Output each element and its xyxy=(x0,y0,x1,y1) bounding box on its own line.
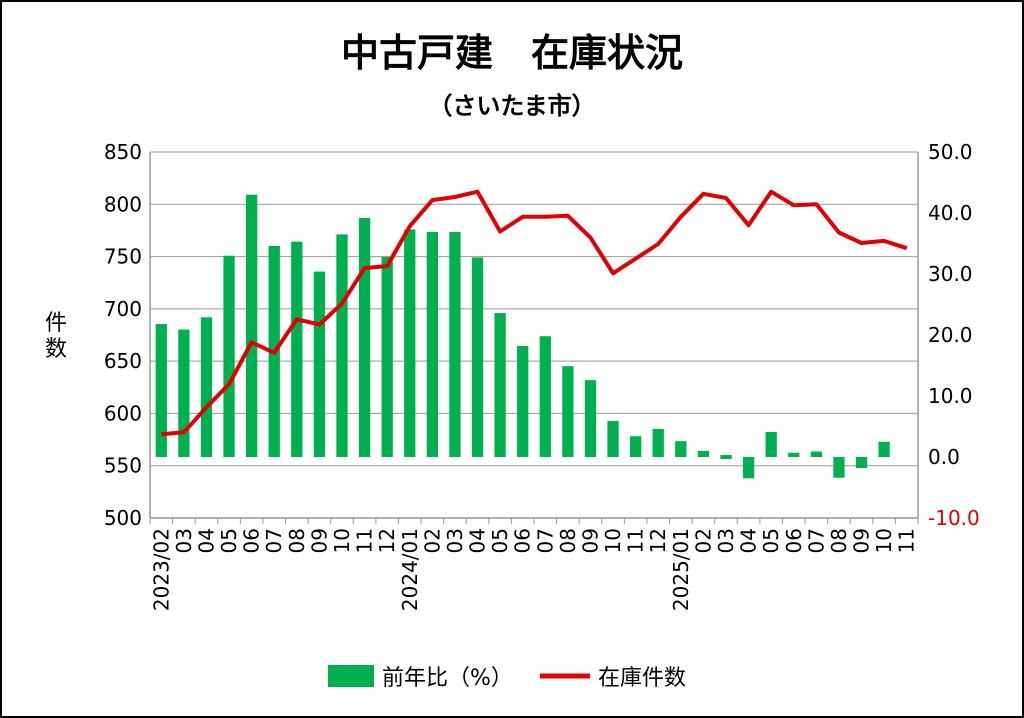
bar xyxy=(381,256,393,457)
x-tick-label: 2025/01 xyxy=(669,528,693,611)
chart-title: 中古戸建 在庫状況 xyxy=(341,31,683,75)
left-tick-label: 550 xyxy=(104,454,142,478)
x-tick-label: 09 xyxy=(578,528,602,553)
x-tick-label: 10 xyxy=(872,528,896,553)
legend: 前年比（%） 在庫件数 xyxy=(328,665,686,691)
right-tick-label: 40.0 xyxy=(928,201,973,225)
bar xyxy=(878,441,890,457)
bar xyxy=(313,271,326,457)
bar xyxy=(630,436,642,457)
bar xyxy=(358,217,371,457)
right-tick-label: 10.0 xyxy=(928,384,973,408)
bar xyxy=(517,345,529,457)
bar xyxy=(155,324,167,457)
x-tick-label: 10 xyxy=(601,528,625,553)
right-axis-ticks: -10.0 0.0 10.0 20.0 30.0 40.0 50.0 xyxy=(928,140,980,530)
bar xyxy=(765,431,777,457)
x-tick-label: 07 xyxy=(533,528,557,553)
x-tick-label: 2023/02 xyxy=(149,528,173,611)
left-tick-label: 650 xyxy=(104,349,142,373)
x-tick-label: 08 xyxy=(827,528,851,553)
bar xyxy=(426,231,438,457)
bar xyxy=(742,457,755,479)
bar xyxy=(404,229,416,457)
bar xyxy=(720,455,732,459)
x-tick-label: 03 xyxy=(443,528,467,553)
x-tick-label: 07 xyxy=(262,528,286,553)
x-tick-label: 09 xyxy=(307,528,331,553)
x-axis-ticks: 2023/02030405060708091011122024/01020304… xyxy=(149,528,918,611)
bar xyxy=(652,428,664,457)
legend-bar-label: 前年比（%） xyxy=(382,666,513,691)
bar xyxy=(539,336,551,457)
bar xyxy=(788,452,800,457)
line-series xyxy=(161,189,908,437)
x-tick-label: 04 xyxy=(466,528,490,553)
bar xyxy=(584,380,597,457)
bar xyxy=(246,194,258,457)
x-tick-label: 05 xyxy=(759,528,783,553)
x-tick-label: 03 xyxy=(714,528,738,553)
bar xyxy=(336,234,348,457)
x-tick-label: 2024/01 xyxy=(398,528,422,611)
bar xyxy=(223,255,235,457)
left-tick-label: 700 xyxy=(104,297,142,321)
bar xyxy=(471,257,484,457)
x-tick-label: 02 xyxy=(420,528,444,553)
x-tick-label: 06 xyxy=(782,528,806,553)
bar xyxy=(855,457,868,468)
y-axis-label: 件数 xyxy=(45,311,67,362)
x-tick-label: 03 xyxy=(172,528,196,553)
x-tick-label: 05 xyxy=(217,528,241,553)
bar xyxy=(291,241,303,457)
x-tick-label: 10 xyxy=(330,528,354,553)
right-tick-label: -10.0 xyxy=(928,506,980,530)
bar xyxy=(562,366,574,457)
legend-line-label: 在庫件数 xyxy=(598,666,686,691)
bar xyxy=(178,329,190,457)
x-tick-label: 11 xyxy=(895,528,919,553)
left-tick-label: 600 xyxy=(104,401,142,425)
x-tick-label: 05 xyxy=(488,528,512,553)
left-tick-label: 850 xyxy=(104,140,142,164)
bar xyxy=(697,450,710,457)
right-tick-label: 20.0 xyxy=(928,323,973,347)
x-tick-label: 11 xyxy=(624,528,648,553)
x-tick-label: 08 xyxy=(285,528,309,553)
inventory-line xyxy=(161,189,908,437)
bar xyxy=(607,421,619,457)
left-axis-ticks: 500 550 600 650 700 750 800 850 xyxy=(104,140,142,530)
x-tick-label: 02 xyxy=(691,528,715,553)
bar xyxy=(449,231,461,457)
right-tick-label: 30.0 xyxy=(928,262,973,286)
bar xyxy=(810,451,822,457)
x-tick-label: 12 xyxy=(646,528,670,553)
x-tick-label: 11 xyxy=(353,528,377,553)
bar xyxy=(675,441,687,457)
x-tick-label: 07 xyxy=(804,528,828,553)
x-tick-label: 08 xyxy=(556,528,580,553)
y-label-char: 数 xyxy=(45,337,67,362)
axes xyxy=(149,152,919,524)
x-tick-label: 04 xyxy=(737,528,761,553)
right-tick-label: 50.0 xyxy=(928,140,973,164)
x-tick-label: 09 xyxy=(850,528,874,553)
legend-bar-swatch xyxy=(328,665,374,687)
x-tick-label: 04 xyxy=(194,528,218,553)
bar-series xyxy=(155,194,890,479)
left-tick-label: 500 xyxy=(104,506,142,530)
bar xyxy=(833,457,845,478)
x-tick-label: 06 xyxy=(240,528,264,553)
left-tick-label: 800 xyxy=(104,192,142,216)
left-tick-label: 750 xyxy=(104,245,142,269)
x-tick-label: 06 xyxy=(511,528,535,553)
x-tick-label: 12 xyxy=(375,528,399,553)
bar xyxy=(200,317,213,457)
right-tick-label: 0.0 xyxy=(928,445,960,469)
chart-subtitle: （さいたま市） xyxy=(428,92,595,120)
y-label-char: 件 xyxy=(45,311,67,336)
bar xyxy=(494,313,506,457)
